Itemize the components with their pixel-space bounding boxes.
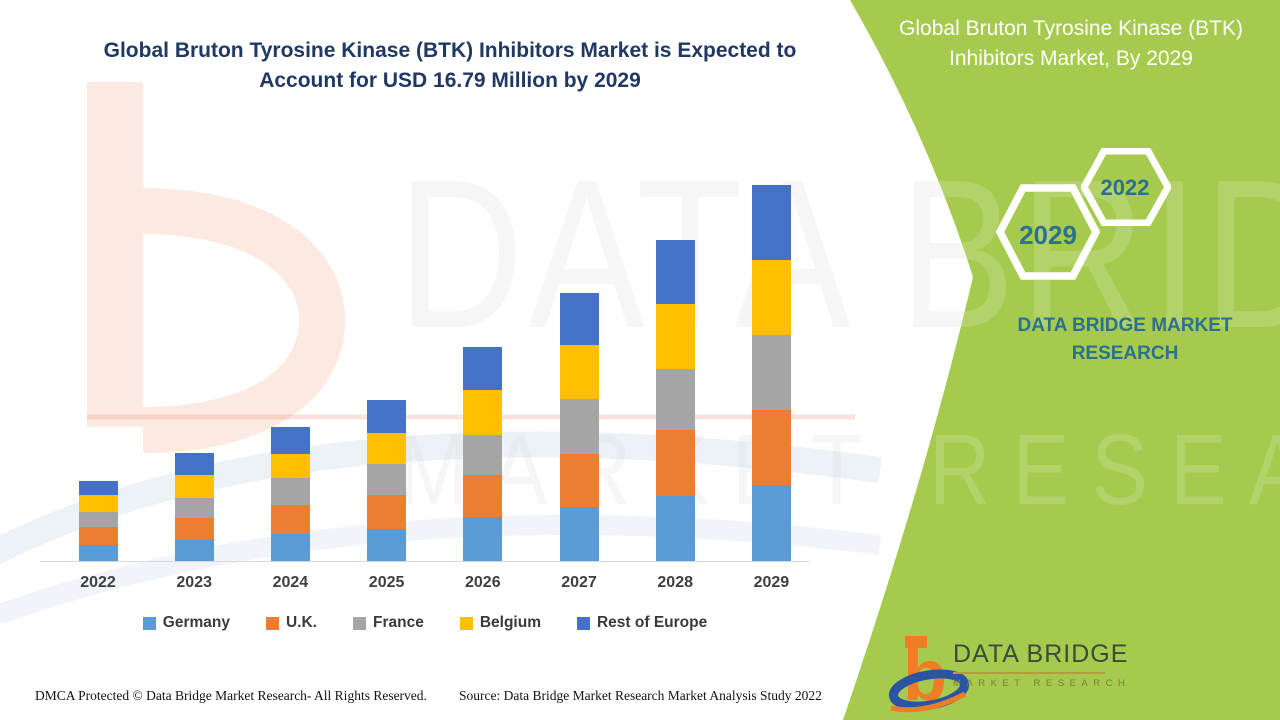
- bar-segment-rest-of-europe: [751, 185, 791, 261]
- bar-segment-rest-of-europe: [367, 400, 407, 434]
- bar-2022: [78, 481, 118, 561]
- hexagon-2022-label: 2022: [1100, 175, 1150, 200]
- logo-name: DATA BRIDGE: [953, 640, 1129, 668]
- bar-segment-rest-of-europe: [463, 346, 503, 390]
- x-axis-label: 2023: [176, 574, 212, 591]
- x-axis-label: 2022: [80, 574, 116, 591]
- legend-item-rest-of-europe: Rest of Europe: [576, 614, 708, 632]
- stacked-bar-chart: [40, 100, 810, 562]
- bar-2026: [463, 346, 503, 561]
- bar-segment-germany: [270, 533, 310, 561]
- bar-segment-france: [270, 477, 310, 506]
- chart-legend: Germany U.K. France Belgium Rest of Europe: [40, 614, 810, 632]
- ribbon-title: Global Bruton Tyrosine Kinase (BTK) Inhi…: [899, 17, 1243, 70]
- bar-segment-belgium: [270, 453, 310, 478]
- bar-segment-france: [174, 498, 214, 518]
- dbmr-logo: b DATA BRIDGE MARKET RESEARCH: [885, 628, 1127, 716]
- bar-segment-germany: [78, 545, 118, 561]
- bar-segment-u-k-: [751, 410, 791, 486]
- bar-segment-france: [367, 464, 407, 495]
- hexagon-2029-icon: [996, 184, 1100, 280]
- dbmr-monogram-icon: b: [888, 636, 970, 716]
- bar-segment-belgium: [367, 433, 407, 465]
- bar-segment-germany: [751, 485, 791, 561]
- legend-swatch: [142, 616, 156, 630]
- bar-segment-belgium: [78, 495, 118, 513]
- legend-swatch: [352, 616, 366, 630]
- bar-segment-germany: [655, 496, 695, 561]
- bar-segment-u-k-: [270, 505, 310, 534]
- bar-segment-germany: [463, 517, 503, 561]
- bar-segment-rest-of-europe: [655, 239, 695, 305]
- bar-segment-rest-of-europe: [270, 426, 310, 454]
- source-note: Source: Data Bridge Market Research Mark…: [459, 688, 822, 703]
- bar-2025: [367, 400, 407, 561]
- bar-2024: [270, 426, 310, 561]
- bar-segment-rest-of-europe: [78, 481, 118, 496]
- logo-subtitle: MARKET RESEARCH: [953, 678, 1131, 689]
- hexagon-2022-icon: [1081, 148, 1171, 226]
- bar-segment-rest-of-europe: [174, 452, 214, 475]
- legend-label: Rest of Europe: [596, 614, 708, 631]
- legend-swatch: [459, 616, 473, 630]
- legend-swatch: [576, 616, 590, 630]
- bar-segment-france: [463, 434, 503, 476]
- bar-segment-france: [751, 335, 791, 411]
- x-axis-label: 2025: [368, 574, 405, 591]
- bar-segment-u-k-: [174, 517, 214, 540]
- bar-segment-rest-of-europe: [559, 292, 599, 345]
- legend-label: Germany: [162, 614, 230, 631]
- bar-2028: [655, 239, 695, 561]
- bar-segment-germany: [559, 507, 599, 561]
- chart-title: Global Bruton Tyrosine Kinase (BTK) Inhi…: [103, 39, 797, 92]
- bar-segment-u-k-: [655, 429, 695, 496]
- bar-segment-u-k-: [463, 475, 503, 518]
- legend-label: France: [372, 614, 424, 631]
- x-axis-labels: 2022 2023 2024 2025 2026 2027 2028 2029: [40, 574, 810, 596]
- bar-segment-u-k-: [367, 495, 407, 529]
- bar-segment-u-k-: [559, 453, 599, 507]
- bar-segment-belgium: [751, 260, 791, 336]
- legend-label: U.K.: [285, 614, 317, 631]
- logo-divider: [953, 672, 1105, 674]
- bar-2027: [559, 292, 599, 561]
- legend-item-belgium: Belgium: [459, 614, 541, 632]
- bar-segment-u-k-: [78, 527, 118, 546]
- bar-2029: [751, 185, 791, 561]
- legend-item-france: France: [352, 614, 424, 632]
- x-axis-label: 2029: [753, 574, 790, 591]
- bar-segment-france: [78, 512, 118, 528]
- x-axis-label: 2028: [657, 574, 693, 591]
- bar-segment-france: [559, 398, 599, 454]
- x-axis-label: 2024: [272, 574, 309, 591]
- brand-text: DATA BRIDGE MARKET RESEARCH: [1017, 315, 1233, 364]
- dmca-notice: DMCA Protected © Data Bridge Market Rese…: [35, 688, 427, 703]
- bar-segment-germany: [174, 539, 214, 561]
- legend-item-u-k-: U.K.: [265, 614, 317, 632]
- bar-segment-belgium: [655, 304, 695, 370]
- legend-label: Belgium: [479, 614, 541, 631]
- x-axis-label: 2026: [465, 574, 501, 591]
- bar-2023: [174, 452, 214, 561]
- legend-item-germany: Germany: [142, 614, 230, 632]
- bar-segment-belgium: [463, 389, 503, 435]
- legend-swatch: [265, 616, 279, 630]
- x-axis-label: 2027: [561, 574, 597, 591]
- bar-segment-belgium: [559, 344, 599, 399]
- bar-segment-germany: [367, 529, 407, 561]
- hexagon-2029-label: 2029: [1019, 220, 1077, 250]
- bar-segment-france: [655, 369, 695, 430]
- bar-segment-belgium: [174, 474, 214, 499]
